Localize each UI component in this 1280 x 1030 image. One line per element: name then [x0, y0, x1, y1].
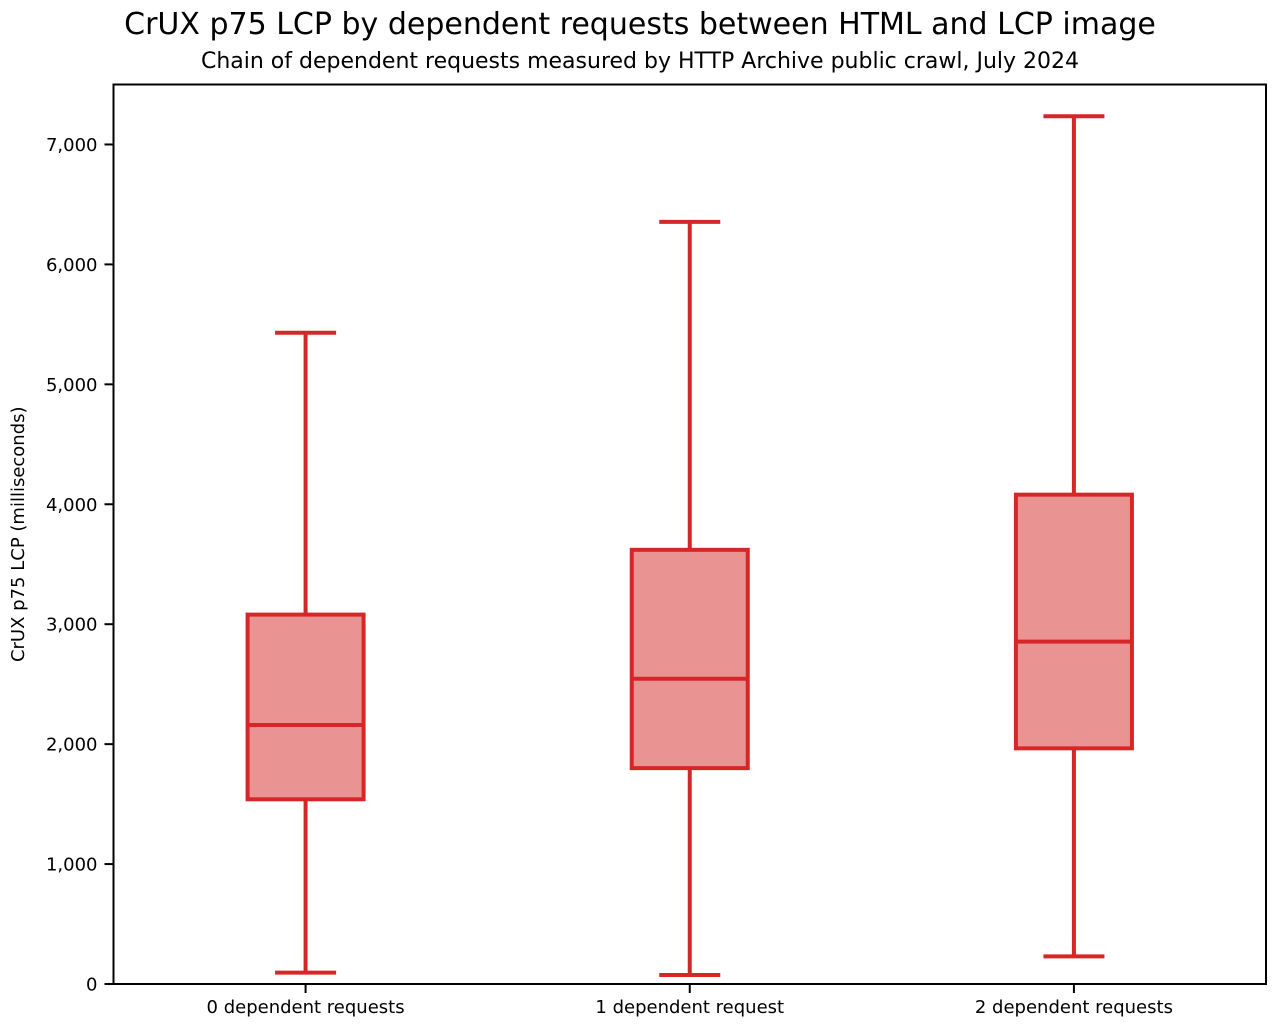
y-tick-label: 7,000	[46, 135, 98, 156]
y-tick-label: 3,000	[46, 615, 98, 636]
y-tick-label: 1,000	[46, 855, 98, 876]
x-tick-label: 2 dependent requests	[975, 997, 1173, 1018]
y-axis-label: CrUX p75 LCP (milliseconds)	[8, 406, 29, 662]
x-tick-label: 1 dependent request	[595, 997, 784, 1018]
y-tick-label: 4,000	[46, 495, 98, 516]
iqr-box	[1013, 492, 1134, 751]
y-tick-label: 5,000	[46, 375, 98, 396]
x-tick-label: 0 dependent requests	[207, 997, 405, 1018]
box-group-1	[629, 219, 750, 978]
box-group-2	[1013, 114, 1134, 959]
y-tick-label: 0	[86, 975, 97, 996]
y-tick-label: 2,000	[46, 735, 98, 756]
iqr-box	[629, 547, 750, 771]
iqr-box	[245, 612, 366, 802]
chart-subtitle: Chain of dependent requests measured by …	[200, 49, 1080, 74]
y-tick-label: 6,000	[46, 255, 98, 276]
box-group-0	[245, 330, 366, 975]
chart-title: CrUX p75 LCP by dependent requests betwe…	[124, 7, 1156, 42]
